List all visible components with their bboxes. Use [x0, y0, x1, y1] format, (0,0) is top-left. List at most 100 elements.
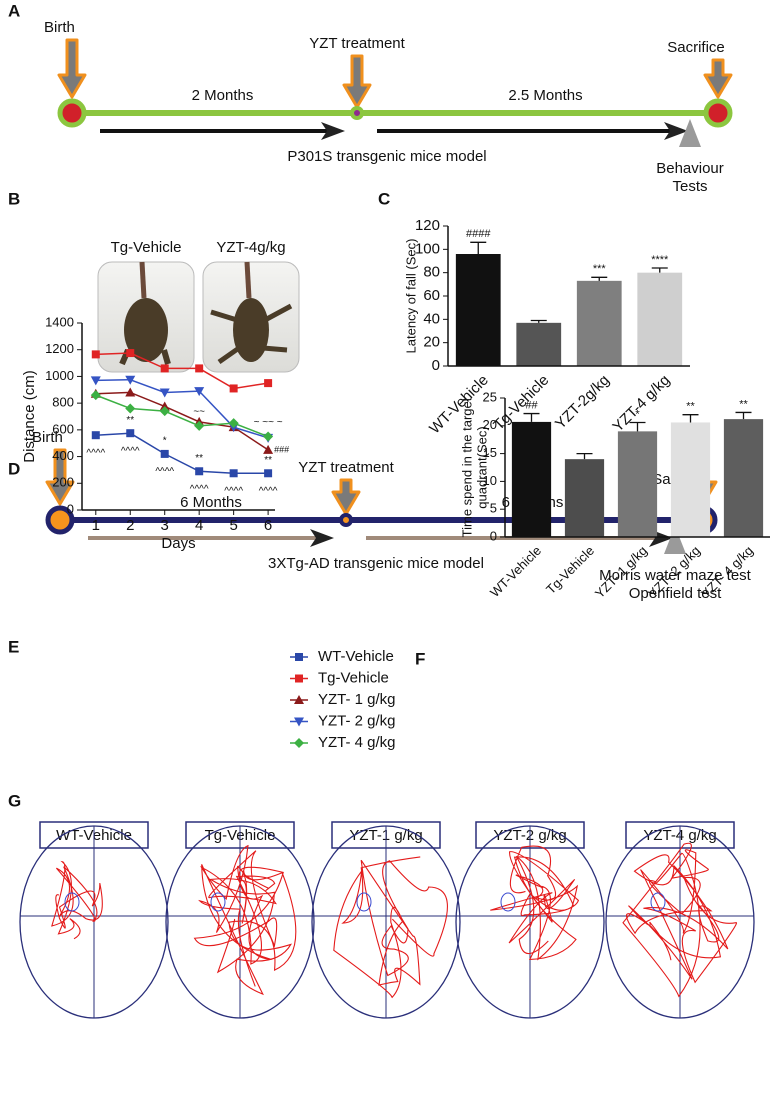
error-bar [591, 276, 608, 281]
significance-label: ### [274, 444, 289, 454]
model-arrow-head [664, 122, 688, 140]
series-line [95, 352, 269, 390]
y-tick-label: 5 [490, 501, 497, 516]
x-tick-label: WT-Vehicle [487, 543, 544, 600]
platform [210, 892, 226, 912]
significance-label: ^^^^ [190, 484, 209, 495]
data-point [125, 387, 136, 397]
series-line [95, 391, 269, 451]
significance-label: ^^^^ [224, 486, 243, 497]
significance-label: ^^^^ [86, 448, 105, 459]
y-tick-label: 1400 [45, 314, 74, 329]
photo-label: Tg-Vehicle [111, 239, 182, 256]
panel-label: D [8, 459, 20, 478]
significance-label: *** [593, 263, 607, 275]
significance-label: ~~ [193, 406, 205, 417]
y-tick-label: 15 [483, 445, 497, 460]
data-point [229, 469, 238, 478]
series-line [95, 379, 269, 439]
bar [455, 254, 501, 366]
legend-label: WT-Vehicle [318, 648, 394, 665]
error-bar [735, 411, 752, 420]
swim-path [333, 856, 448, 999]
significance-label: ** [126, 415, 134, 426]
data-point [195, 364, 204, 373]
data-point [125, 375, 136, 385]
significance-label: **** [651, 254, 669, 266]
data-point [194, 387, 205, 397]
test-marker [679, 119, 701, 147]
error-bar [470, 241, 487, 254]
data-point [195, 467, 204, 476]
panel-label: G [8, 791, 21, 810]
significance-label: * [163, 436, 167, 447]
mouse-tail [244, 261, 252, 299]
test-label: Morris water maze test [599, 567, 752, 584]
x-tick-label: 1 [92, 517, 100, 534]
panel-label: E [8, 637, 19, 656]
legend-marker [294, 695, 304, 704]
data-point [125, 403, 136, 414]
event-dot [350, 106, 364, 120]
event-label: Sacrifice [667, 39, 725, 56]
data-point [159, 388, 170, 398]
y-axis-title: Time spend in the target [459, 397, 474, 537]
error-bar [651, 267, 668, 273]
event-label: Birth [32, 429, 63, 446]
bar [637, 272, 683, 366]
data-point [126, 429, 135, 438]
legend-marker [295, 674, 303, 683]
significance-label: #### [466, 228, 491, 240]
y-axis-title: quadrant(Sec) [474, 426, 489, 508]
event-arrow [57, 38, 87, 99]
x-tick-label: 3 [161, 517, 169, 534]
model-arrow-head [321, 122, 345, 140]
significance-label: ** [264, 455, 272, 466]
panel-label: F [415, 649, 425, 668]
bar [670, 422, 711, 537]
mouse-limbs [210, 303, 293, 365]
swim-path [622, 842, 738, 998]
significance-label: ** [686, 401, 695, 413]
event-arrow [45, 448, 75, 506]
y-tick-label: 0 [432, 357, 440, 374]
legend-label: YZT- 1 g/kg [318, 691, 396, 708]
error-bar [530, 319, 547, 323]
event-dot [45, 505, 75, 535]
model-label: P301S transgenic mice model [287, 148, 486, 165]
photo-label: YZT-4g/kg [216, 239, 285, 256]
data-point [229, 384, 238, 393]
y-axis-title: Distance (cm) [21, 370, 38, 463]
event-arrow [703, 58, 733, 99]
model-arrow-head [310, 529, 334, 547]
data-point [264, 379, 273, 388]
y-tick-label: 25 [483, 389, 497, 404]
x-tick-label: YZT-2g/kg [552, 372, 613, 433]
platform [356, 892, 372, 912]
y-tick-label: 1200 [45, 341, 74, 356]
data-point [159, 401, 170, 411]
data-point [228, 418, 239, 429]
bar [723, 419, 764, 537]
data-point [160, 364, 169, 373]
panel-label: C [378, 189, 390, 208]
event-dot [339, 513, 353, 527]
data-point [126, 349, 135, 358]
significance-label: ^^^^ [259, 486, 278, 497]
period-label: 6 Months [180, 494, 242, 511]
data-point [90, 376, 101, 386]
data-point [194, 420, 205, 431]
test-label: Behaviour [656, 160, 724, 177]
period-label: 2.5 Months [508, 87, 582, 104]
legend-marker [295, 653, 303, 661]
y-tick-label: 800 [52, 395, 74, 410]
panel-label: A [8, 1, 20, 20]
significance-label: * [635, 408, 640, 420]
x-tick-label: 2 [126, 517, 134, 534]
legend-label: YZT- 4 g/kg [318, 734, 396, 751]
platform [64, 892, 80, 912]
y-tick-label: 600 [52, 421, 74, 436]
event-arrow [331, 478, 361, 516]
test-label: Tests [672, 178, 707, 195]
series-line [95, 394, 269, 438]
